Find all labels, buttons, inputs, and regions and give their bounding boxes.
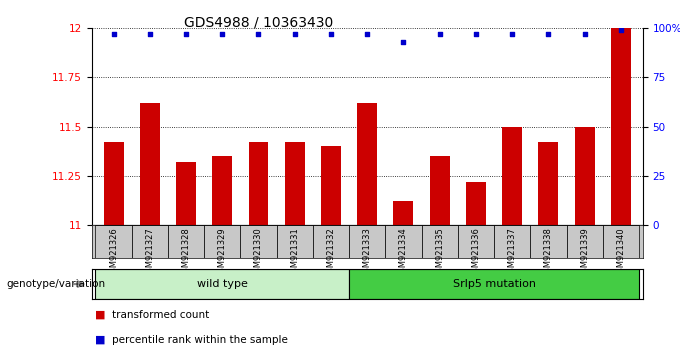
Bar [349, 269, 639, 299]
FancyBboxPatch shape [313, 225, 349, 258]
Text: GSM921329: GSM921329 [218, 228, 226, 278]
Bar [321, 146, 341, 225]
Text: transformed count: transformed count [112, 310, 209, 320]
Bar [466, 182, 486, 225]
FancyBboxPatch shape [386, 225, 422, 258]
Text: GSM921332: GSM921332 [326, 228, 335, 278]
Bar [611, 28, 631, 225]
Bar [212, 156, 232, 225]
FancyBboxPatch shape [602, 225, 639, 258]
Text: ■: ■ [95, 335, 105, 344]
FancyBboxPatch shape [95, 225, 132, 258]
Point [507, 32, 517, 37]
Text: GSM921326: GSM921326 [109, 228, 118, 278]
Text: wild type: wild type [197, 279, 248, 289]
Point [435, 32, 445, 37]
Bar [103, 142, 124, 225]
Point [471, 32, 481, 37]
Point [217, 32, 228, 37]
Text: Srlp5 mutation: Srlp5 mutation [452, 279, 536, 289]
Text: GSM921333: GSM921333 [362, 228, 372, 278]
Text: GSM921327: GSM921327 [146, 228, 154, 278]
FancyBboxPatch shape [277, 225, 313, 258]
Text: genotype/variation: genotype/variation [7, 279, 106, 289]
Bar [248, 142, 269, 225]
Point [144, 32, 155, 37]
Point [362, 32, 373, 37]
Text: percentile rank within the sample: percentile rank within the sample [112, 335, 288, 344]
FancyBboxPatch shape [494, 225, 530, 258]
FancyBboxPatch shape [168, 225, 204, 258]
Point [615, 28, 626, 33]
Bar [95, 269, 349, 299]
Text: GSM921334: GSM921334 [399, 228, 408, 278]
FancyBboxPatch shape [566, 225, 602, 258]
Bar [394, 201, 413, 225]
Point [579, 32, 590, 37]
FancyBboxPatch shape [530, 225, 566, 258]
Point [543, 32, 554, 37]
FancyBboxPatch shape [132, 225, 168, 258]
Text: GDS4988 / 10363430: GDS4988 / 10363430 [184, 16, 333, 30]
FancyBboxPatch shape [240, 225, 277, 258]
Bar [140, 103, 160, 225]
Point [181, 32, 192, 37]
Bar [575, 126, 594, 225]
Point [289, 32, 300, 37]
Text: GSM921336: GSM921336 [471, 228, 480, 278]
Text: GSM921340: GSM921340 [616, 228, 626, 278]
Text: GSM921330: GSM921330 [254, 228, 263, 278]
Text: GSM921335: GSM921335 [435, 228, 444, 278]
Text: ■: ■ [95, 310, 105, 320]
Bar [539, 142, 558, 225]
Bar [430, 156, 449, 225]
FancyBboxPatch shape [458, 225, 494, 258]
Text: GSM921338: GSM921338 [544, 228, 553, 278]
Point [108, 32, 119, 37]
FancyBboxPatch shape [204, 225, 240, 258]
Bar [176, 162, 196, 225]
Text: GSM921339: GSM921339 [580, 228, 589, 278]
Bar [503, 126, 522, 225]
Point [398, 39, 409, 45]
Text: GSM921328: GSM921328 [182, 228, 190, 278]
Bar [285, 142, 305, 225]
Bar [357, 103, 377, 225]
Point [326, 32, 337, 37]
FancyBboxPatch shape [422, 225, 458, 258]
FancyBboxPatch shape [349, 225, 386, 258]
Point [253, 32, 264, 37]
Text: GSM921331: GSM921331 [290, 228, 299, 278]
Text: GSM921337: GSM921337 [508, 228, 517, 278]
